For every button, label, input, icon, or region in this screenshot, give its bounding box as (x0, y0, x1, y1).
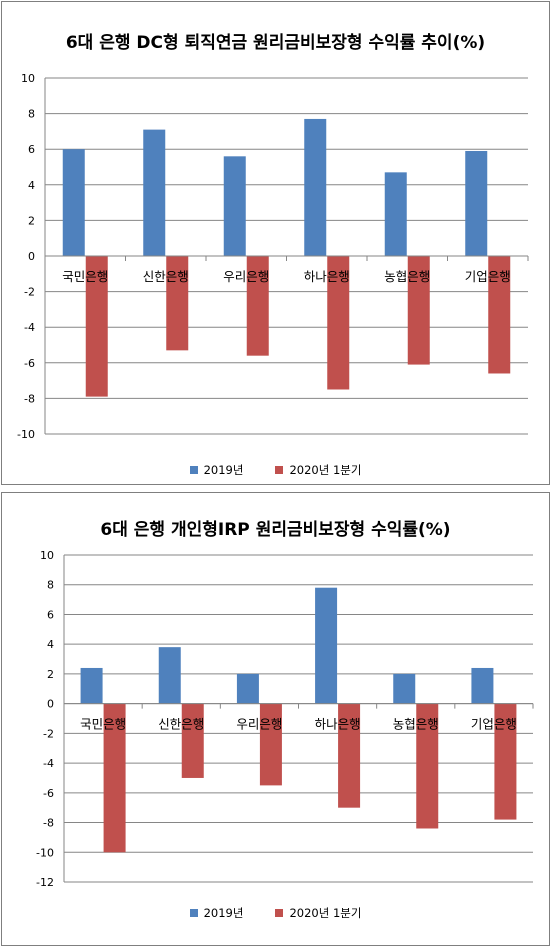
chart-title: 6대 은행 DC형 퇴직연금 원리금비보장형 수익률 추이(%) (65, 33, 486, 53)
legend-swatch (275, 909, 284, 917)
bar-2019 (236, 673, 259, 704)
chart-panel-dc: 6대 은행 DC형 퇴직연금 원리금비보장형 수익률 추이(%) 10 8 6 4 2 0… (1, 1, 550, 485)
y-tick-label: 8 (47, 579, 54, 592)
category-label: 기업은행 (471, 717, 517, 732)
y-tick-label: 4 (47, 638, 54, 651)
category-label: 우리은행 (236, 717, 282, 732)
legend-swatch (189, 909, 198, 917)
bar-2019 (393, 673, 416, 704)
category-label: 국민은행 (80, 717, 126, 732)
y-tick-label: -10 (36, 846, 54, 859)
bar-2020q1 (407, 256, 430, 365)
y-tick-label: -8 (24, 392, 35, 405)
bar-2019 (471, 667, 494, 704)
legend-swatch (275, 466, 284, 474)
y-tick-label: -6 (24, 357, 35, 370)
y-tick-label: 6 (28, 143, 35, 156)
legend-item-2020q1: 2020년 1분기 (275, 462, 361, 478)
y-tick-label: -4 (43, 757, 54, 770)
category-label: 하나은행 (304, 269, 350, 284)
legend-item-2020q1: 2020년 1분기 (275, 905, 361, 921)
y-tick-label: 10 (40, 549, 54, 562)
y-tick-label: -8 (43, 817, 54, 830)
y-tick-label: 2 (47, 668, 54, 681)
y-tick-label: -12 (36, 876, 54, 889)
bar-2020q1 (416, 703, 439, 829)
bar-2020q1 (103, 703, 126, 853)
bar-2020q1 (488, 256, 511, 374)
y-tick-label: 0 (47, 698, 54, 711)
bar-2020q1 (338, 703, 361, 808)
bar-chart-irp: 10 8 6 4 2 0 -2 -4 -6 -8 -10 -12 국민은행 신한은행 우리은행 하나은행 농협은… (36, 549, 534, 889)
legend-label: 2019년 (203, 463, 244, 477)
legend: 2019년 2020년 1분기 (2, 905, 549, 921)
category-label: 농협은행 (393, 717, 439, 732)
bar-2020q1 (181, 703, 204, 778)
legend-label: 2019년 (203, 906, 244, 920)
bar-2019 (143, 129, 166, 256)
y-tick-label: -2 (24, 286, 35, 299)
bar-2020q1 (85, 256, 108, 397)
category-label: 신한은행 (143, 269, 189, 284)
y-tick-label: -6 (43, 787, 54, 800)
bar-2019 (223, 156, 246, 256)
bar-2020q1 (327, 256, 350, 390)
chart-panel-irp: 6대 은행 개인형IRP 원리금비보장형 수익률(%) 10 8 6 4 2 0 -2 -4 -… (1, 492, 550, 946)
bar-2019 (158, 647, 181, 704)
y-tick-label: -2 (43, 727, 54, 740)
category-label: 국민은행 (62, 269, 108, 284)
legend-swatch (189, 466, 198, 474)
y-tick-label: 10 (21, 72, 35, 85)
y-tick-label: -10 (17, 428, 35, 441)
y-tick-label: -4 (24, 321, 35, 334)
bar-2020q1 (246, 256, 269, 356)
y-tick-label: 4 (28, 179, 35, 192)
legend-item-2019: 2019년 (189, 462, 244, 478)
bar-2020q1 (259, 703, 282, 786)
y-tick-label: 8 (28, 108, 35, 121)
bar-2019 (62, 149, 85, 256)
category-label: 농협은행 (384, 269, 430, 284)
bar-2020q1 (166, 256, 189, 351)
bar-2019 (80, 667, 103, 704)
y-tick-label: 6 (47, 608, 54, 621)
bar-2019 (384, 172, 407, 256)
legend-label: 2020년 1분기 (289, 906, 362, 920)
bar-2019 (315, 587, 338, 704)
category-label: 하나은행 (315, 717, 361, 732)
category-label: 우리은행 (223, 269, 269, 284)
bar-2019 (465, 150, 488, 256)
chart-title: 6대 은행 개인형IRP 원리금비보장형 수익률(%) (100, 520, 451, 540)
category-label: 기업은행 (465, 269, 511, 284)
legend-item-2019: 2019년 (189, 905, 244, 921)
y-tick-label: 0 (28, 250, 35, 263)
y-tick-label: 2 (28, 214, 35, 227)
bar-2019 (304, 118, 327, 256)
legend-label: 2020년 1분기 (289, 463, 362, 477)
bar-chart-dc: 10 8 6 4 2 0 -2 -4 -6 -8 -10 국민은행 신한은행 우리은행 하나은행 농협은행 기업… (17, 72, 529, 441)
bar-2020q1 (494, 703, 517, 820)
category-label: 신한은행 (158, 717, 204, 732)
legend: 2019년 2020년 1분기 (2, 462, 549, 478)
